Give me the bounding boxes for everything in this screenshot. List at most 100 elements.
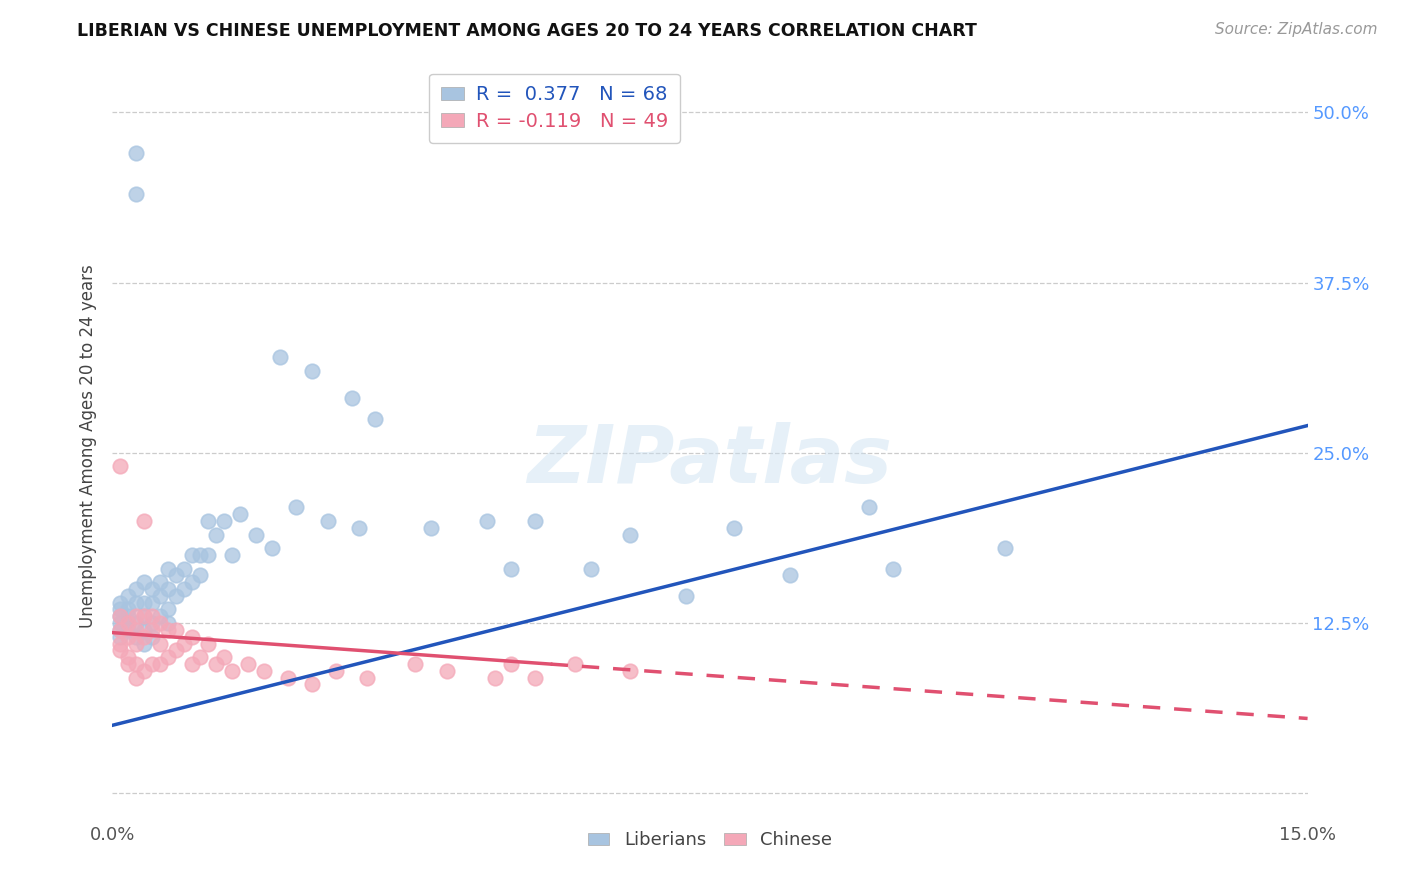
Point bbox=[157, 616, 180, 631]
Point bbox=[134, 575, 156, 590]
Point bbox=[157, 561, 180, 575]
Point bbox=[523, 671, 546, 685]
Point bbox=[349, 521, 371, 535]
Point bbox=[404, 657, 426, 671]
Point bbox=[141, 582, 163, 596]
Y-axis label: Unemployment Among Ages 20 to 24 years: Unemployment Among Ages 20 to 24 years bbox=[79, 264, 97, 628]
Point bbox=[188, 568, 211, 582]
Point bbox=[229, 507, 252, 521]
Point bbox=[858, 500, 880, 515]
Point bbox=[134, 623, 156, 637]
Point bbox=[277, 671, 299, 685]
Point bbox=[125, 146, 148, 161]
Point bbox=[149, 589, 172, 603]
Point bbox=[499, 657, 522, 671]
Point bbox=[484, 671, 506, 685]
Point bbox=[284, 500, 307, 515]
Text: ZIPatlas: ZIPatlas bbox=[527, 422, 893, 500]
Point bbox=[245, 527, 267, 541]
Point bbox=[110, 596, 132, 610]
Point bbox=[181, 630, 204, 644]
Point bbox=[141, 596, 163, 610]
Point bbox=[205, 527, 228, 541]
Point bbox=[134, 609, 156, 624]
Point bbox=[253, 664, 276, 678]
Point bbox=[110, 602, 132, 616]
Point bbox=[125, 671, 148, 685]
Point bbox=[882, 561, 904, 575]
Point bbox=[212, 514, 235, 528]
Point bbox=[269, 351, 291, 365]
Point bbox=[110, 643, 132, 657]
Text: LIBERIAN VS CHINESE UNEMPLOYMENT AMONG AGES 20 TO 24 YEARS CORRELATION CHART: LIBERIAN VS CHINESE UNEMPLOYMENT AMONG A… bbox=[77, 22, 977, 40]
Point bbox=[110, 623, 132, 637]
Point bbox=[325, 664, 347, 678]
Point bbox=[173, 582, 195, 596]
Point bbox=[340, 392, 363, 406]
Point bbox=[117, 616, 139, 631]
Point bbox=[125, 630, 148, 644]
Point bbox=[165, 623, 187, 637]
Point bbox=[141, 657, 163, 671]
Point bbox=[110, 630, 132, 644]
Point bbox=[134, 630, 156, 644]
Point bbox=[125, 623, 148, 637]
Point bbox=[149, 616, 172, 631]
Point bbox=[173, 636, 195, 650]
Point bbox=[197, 514, 219, 528]
Point bbox=[181, 548, 204, 562]
Point bbox=[260, 541, 283, 556]
Legend: Liberians, Chinese: Liberians, Chinese bbox=[581, 824, 839, 856]
Point bbox=[134, 514, 156, 528]
Point bbox=[117, 650, 139, 665]
Point bbox=[117, 589, 139, 603]
Point bbox=[125, 657, 148, 671]
Point bbox=[221, 664, 243, 678]
Point bbox=[149, 575, 172, 590]
Point bbox=[125, 596, 148, 610]
Point bbox=[110, 636, 132, 650]
Point bbox=[188, 650, 211, 665]
Text: Source: ZipAtlas.com: Source: ZipAtlas.com bbox=[1215, 22, 1378, 37]
Point bbox=[165, 589, 187, 603]
Point bbox=[221, 548, 243, 562]
Point bbox=[475, 514, 498, 528]
Point bbox=[619, 664, 641, 678]
Point bbox=[149, 657, 172, 671]
Point bbox=[117, 609, 139, 624]
Point bbox=[205, 657, 228, 671]
Point bbox=[125, 582, 148, 596]
Point bbox=[301, 364, 323, 378]
Point bbox=[125, 616, 148, 631]
Point bbox=[356, 671, 378, 685]
Point bbox=[212, 650, 235, 665]
Point bbox=[117, 602, 139, 616]
Point bbox=[173, 561, 195, 575]
Point bbox=[110, 623, 132, 637]
Point bbox=[994, 541, 1017, 556]
Point bbox=[364, 411, 387, 425]
Point bbox=[134, 636, 156, 650]
Point bbox=[157, 623, 180, 637]
Point bbox=[779, 568, 801, 582]
Point bbox=[420, 521, 443, 535]
Point bbox=[165, 643, 187, 657]
Point bbox=[117, 630, 139, 644]
Point bbox=[579, 561, 602, 575]
Point bbox=[723, 521, 745, 535]
Point bbox=[141, 616, 163, 631]
Point bbox=[181, 575, 204, 590]
Point bbox=[110, 616, 132, 631]
Point bbox=[675, 589, 697, 603]
Point bbox=[236, 657, 259, 671]
Point bbox=[134, 596, 156, 610]
Point bbox=[117, 616, 139, 631]
Point bbox=[117, 657, 139, 671]
Point bbox=[188, 548, 211, 562]
Point bbox=[157, 650, 180, 665]
Point bbox=[165, 568, 187, 582]
Point bbox=[301, 677, 323, 691]
Point bbox=[110, 459, 132, 474]
Point bbox=[149, 636, 172, 650]
Point bbox=[181, 657, 204, 671]
